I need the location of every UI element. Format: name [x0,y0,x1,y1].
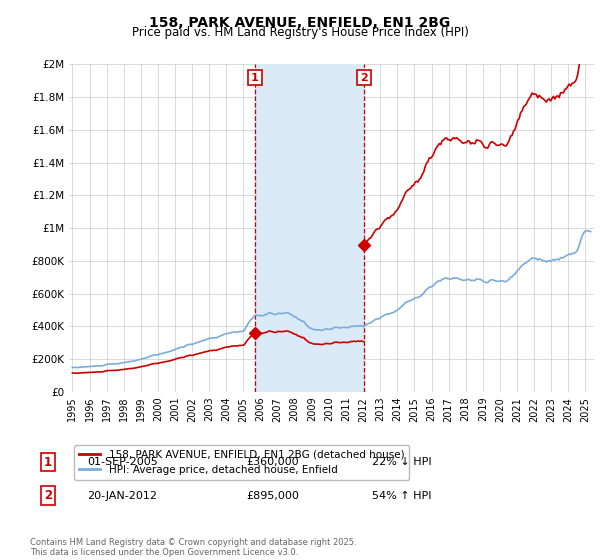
Text: 54% ↑ HPI: 54% ↑ HPI [372,491,431,501]
Text: 2: 2 [360,72,368,82]
Text: £360,000: £360,000 [246,457,299,467]
Text: £895,000: £895,000 [246,491,299,501]
Text: 22% ↓ HPI: 22% ↓ HPI [372,457,431,467]
Bar [255,64,364,392]
Text: 158, PARK AVENUE, ENFIELD, EN1 2BG: 158, PARK AVENUE, ENFIELD, EN1 2BG [149,16,451,30]
Text: Price paid vs. HM Land Registry's House Price Index (HPI): Price paid vs. HM Land Registry's House … [131,26,469,39]
Text: 2: 2 [44,489,52,502]
Text: 1: 1 [251,72,259,82]
Legend: 158, PARK AVENUE, ENFIELD, EN1 2BG (detached house), HPI: Average price, detache: 158, PARK AVENUE, ENFIELD, EN1 2BG (deta… [74,445,409,480]
Text: 1: 1 [44,455,52,469]
Text: Contains HM Land Registry data © Crown copyright and database right 2025.
This d: Contains HM Land Registry data © Crown c… [30,538,356,557]
Text: 01-SEP-2005: 01-SEP-2005 [87,457,158,467]
Text: 20-JAN-2012: 20-JAN-2012 [87,491,157,501]
